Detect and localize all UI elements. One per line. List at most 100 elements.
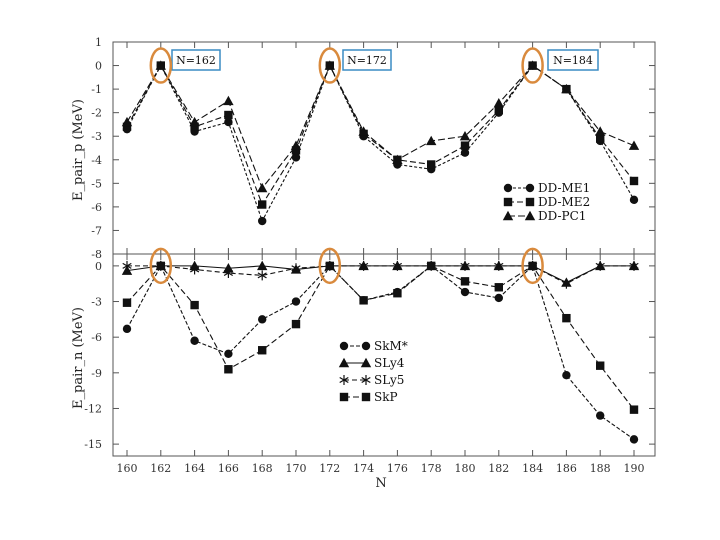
bottom-plot-area: 0 -3 -6 -9 -12 -15 160 162 164 166 168 170 172 174 176…	[84, 254, 655, 475]
data-point	[325, 261, 334, 271]
x-tick-label: 164	[184, 462, 205, 475]
data-point	[596, 411, 605, 420]
annotation-n184: N=184	[547, 49, 599, 71]
data-point	[460, 141, 470, 150]
legend-item-dd-me2: DD-ME2	[503, 195, 590, 209]
data-point	[629, 260, 639, 271]
data-point	[359, 296, 368, 305]
series-line	[126, 64, 635, 190]
bottom-ytick-label: -15	[84, 438, 102, 451]
bottom-panel-frame	[112, 253, 656, 457]
legend-marker	[360, 357, 372, 368]
data-point	[494, 283, 503, 292]
data-point	[629, 195, 639, 205]
legend-label: SLy5	[374, 373, 404, 387]
legend-item-skm-: SkM*	[339, 339, 408, 353]
top-ytick-label: -1	[91, 83, 102, 96]
data-point	[258, 200, 267, 209]
svg-text:N=172: N=172	[347, 54, 387, 67]
data-point	[190, 336, 199, 345]
data-point	[223, 268, 234, 279]
data-point	[257, 270, 267, 281]
data-point	[460, 287, 470, 297]
data-point	[224, 110, 233, 120]
data-point	[290, 140, 302, 150]
legend-label: SLy4	[374, 356, 405, 370]
series-line	[126, 264, 635, 440]
x-tick-label: 188	[590, 462, 611, 475]
data-point	[190, 300, 199, 310]
bottom-legend: SkM* SLy4 SLy5 SkP	[336, 334, 408, 404]
data-point	[392, 154, 403, 164]
data-point	[291, 146, 301, 155]
x-tick-label: 176	[387, 462, 408, 475]
top-ytick-label: -8	[91, 248, 102, 261]
data-point	[224, 365, 233, 374]
annotation-n172: N=172	[342, 49, 392, 71]
data-point	[494, 260, 504, 271]
x-tick-label: 178	[421, 462, 442, 475]
data-point	[596, 361, 605, 370]
highlight-oval-top-172	[318, 47, 342, 84]
series-skp	[122, 261, 639, 414]
svg-text:N=184: N=184	[553, 54, 593, 67]
data-point	[528, 261, 537, 271]
bottom-ytick-label: -12	[84, 402, 102, 415]
data-point	[122, 298, 132, 307]
data-point	[393, 289, 402, 298]
data-point	[358, 126, 369, 136]
legend-marker	[502, 210, 514, 221]
data-point	[223, 95, 234, 106]
legend-item-skp: SkP	[339, 390, 398, 404]
data-point	[324, 60, 335, 70]
data-point	[460, 277, 470, 286]
legend-marker	[503, 183, 513, 193]
data-point	[628, 140, 640, 150]
legend-marker	[361, 375, 371, 385]
top-ytick-label: -7	[91, 224, 102, 237]
series-sly5	[122, 260, 639, 289]
legend-marker	[361, 392, 371, 402]
data-point	[629, 405, 639, 414]
legend-marker	[525, 197, 535, 207]
svg-text:N=162: N=162	[176, 54, 216, 67]
x-tick-label: 162	[150, 462, 171, 475]
data-point	[561, 83, 572, 94]
top-ytick-label: -5	[91, 177, 102, 190]
data-point	[291, 319, 301, 329]
data-point	[426, 135, 437, 146]
data-point	[224, 349, 233, 359]
data-point	[595, 260, 605, 271]
data-point	[596, 134, 605, 143]
magic-number-highlights	[149, 47, 544, 285]
data-point	[122, 324, 132, 334]
data-point	[460, 260, 470, 271]
highlight-oval-bottom-162	[149, 247, 173, 285]
data-point	[155, 60, 166, 70]
series-line	[127, 265, 634, 285]
legend-marker	[361, 341, 371, 351]
data-point	[189, 264, 200, 275]
top-ytick-label: 1	[95, 36, 102, 49]
legend-item-dd-me1: DD-ME1	[503, 181, 590, 195]
data-point	[494, 106, 503, 115]
legend-marker	[339, 392, 349, 402]
data-point	[494, 293, 503, 303]
data-point	[460, 148, 470, 157]
data-point	[190, 122, 199, 131]
top-y-axis-title: E_pair_p (MeV)	[71, 99, 86, 201]
bottom-ytick-label: 0	[95, 260, 102, 273]
data-point	[427, 160, 436, 169]
x-tick-label: 186	[556, 462, 577, 475]
series-dd-pc1	[121, 60, 640, 193]
data-point	[358, 260, 369, 271]
x-tick-label: 170	[286, 462, 307, 475]
data-point	[258, 315, 267, 324]
data-point	[291, 297, 301, 306]
data-point	[629, 176, 639, 186]
x-tick-label: 160	[117, 462, 138, 475]
x-tick-label: 180	[455, 462, 476, 475]
bottom-y-axis-title: E_pair_n (MeV)	[71, 307, 86, 409]
data-point	[258, 346, 267, 355]
